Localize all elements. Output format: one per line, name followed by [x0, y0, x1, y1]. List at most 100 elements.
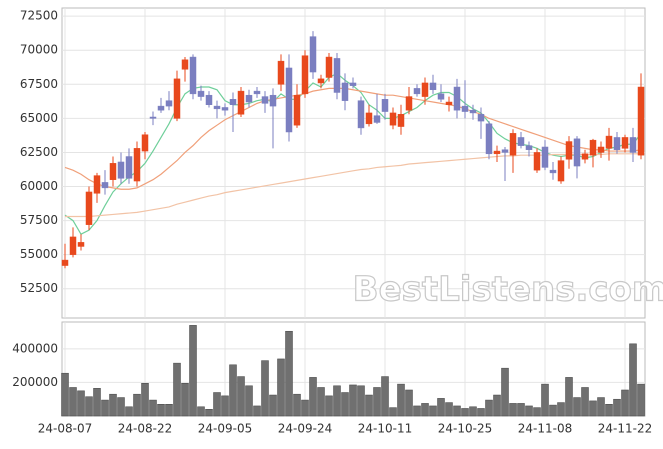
- candle-body: [261, 96, 269, 104]
- volume-bar: [221, 395, 229, 417]
- volume-bar: [637, 383, 645, 417]
- candle-body: [253, 90, 261, 95]
- candle-body: [421, 82, 429, 97]
- candle-body: [581, 153, 589, 160]
- candle-body: [237, 90, 245, 115]
- y-tick-label: 200000: [12, 375, 58, 389]
- candle-body: [285, 67, 293, 133]
- volume-bar: [533, 407, 541, 417]
- x-tick-label: 24-10-25: [438, 422, 492, 436]
- volume-bar: [525, 405, 533, 417]
- candle-body: [173, 78, 181, 119]
- volume-bar: [453, 405, 461, 417]
- candle-body: [597, 146, 605, 153]
- candle-body: [429, 82, 437, 91]
- candle-body: [413, 88, 421, 95]
- y-tick-label: 400000: [12, 341, 58, 355]
- candle-body: [589, 139, 597, 156]
- candle-body: [573, 138, 581, 167]
- volume-bar: [309, 377, 317, 417]
- volume-bar: [373, 387, 381, 417]
- candle-body: [453, 86, 461, 111]
- candle-body: [213, 105, 221, 110]
- x-tick-label: 24-09-05: [198, 422, 252, 436]
- candle-body: [301, 55, 309, 95]
- candle-body: [437, 93, 445, 100]
- volume-bar: [213, 392, 221, 417]
- x-tick-label: 24-10-11: [358, 422, 412, 436]
- candle-body: [221, 107, 229, 111]
- candle-body: [229, 99, 237, 105]
- candle-body: [325, 56, 333, 78]
- x-tick-label: 24-08-22: [118, 422, 172, 436]
- volume-bar: [445, 402, 453, 417]
- volume-bar: [133, 393, 141, 417]
- volume-bar: [109, 393, 117, 417]
- volume-bar: [349, 384, 357, 417]
- volume-bar: [341, 392, 349, 417]
- volume-bar: [293, 393, 301, 417]
- volume-bar: [429, 405, 437, 417]
- candle-body: [93, 175, 101, 194]
- y-tick-label: 62500: [20, 145, 58, 159]
- volume-bar: [333, 385, 341, 417]
- volume-bar: [245, 385, 253, 417]
- volume-bar: [277, 358, 285, 417]
- candle-body: [109, 163, 117, 180]
- volume-bar: [317, 387, 325, 417]
- volume-bar: [389, 407, 397, 417]
- y-tick-label: 52500: [20, 281, 58, 295]
- volume-bar: [461, 408, 469, 417]
- volume-bar: [69, 387, 77, 417]
- volume-bar: [573, 397, 581, 417]
- candle-body: [629, 137, 637, 153]
- volume-bar: [621, 389, 629, 417]
- candle-body: [357, 100, 365, 129]
- volume-bar: [125, 406, 133, 417]
- candle-body: [341, 82, 349, 101]
- volume-bar: [237, 376, 245, 417]
- candle-body: [309, 36, 317, 73]
- candle-body: [557, 160, 565, 182]
- candle-body: [621, 137, 629, 149]
- volume-bar: [437, 398, 445, 417]
- volume-bar: [301, 399, 309, 417]
- x-tick-label: 24-08-07: [38, 422, 92, 436]
- candle-body: [533, 152, 541, 171]
- candle-body: [509, 133, 517, 156]
- volume-bar: [165, 404, 173, 417]
- volume-bar: [493, 394, 501, 417]
- candle-body: [541, 146, 549, 168]
- volume-bar: [557, 402, 565, 417]
- watermark: BestListens.com: [353, 270, 663, 310]
- candle-body: [405, 96, 413, 111]
- candle-body: [381, 99, 389, 112]
- candle-body: [477, 114, 485, 122]
- volume-bar: [285, 330, 293, 417]
- candle-body: [77, 242, 85, 247]
- y-tick-label: 70000: [20, 43, 58, 57]
- candle-body: [85, 191, 93, 225]
- volume-bar: [413, 405, 421, 417]
- volume-bar: [485, 399, 493, 417]
- candle-body: [501, 149, 509, 153]
- candle-body: [493, 150, 501, 155]
- volume-bar: [381, 376, 389, 417]
- volume-bar: [565, 377, 573, 417]
- volume-bar: [189, 325, 197, 417]
- candle-body: [61, 259, 69, 266]
- volume-bar: [629, 343, 637, 417]
- candle-body: [269, 94, 277, 107]
- candle-body: [117, 161, 125, 179]
- candle-body: [469, 109, 477, 114]
- candle-body: [133, 148, 141, 182]
- volume-bar: [205, 409, 213, 417]
- candle-body: [613, 137, 621, 150]
- volume-bar: [117, 397, 125, 417]
- candle-body: [205, 94, 213, 105]
- volume-bar: [405, 389, 413, 417]
- candle-body: [461, 105, 469, 112]
- candle-body: [165, 100, 173, 107]
- candle-body: [637, 86, 645, 156]
